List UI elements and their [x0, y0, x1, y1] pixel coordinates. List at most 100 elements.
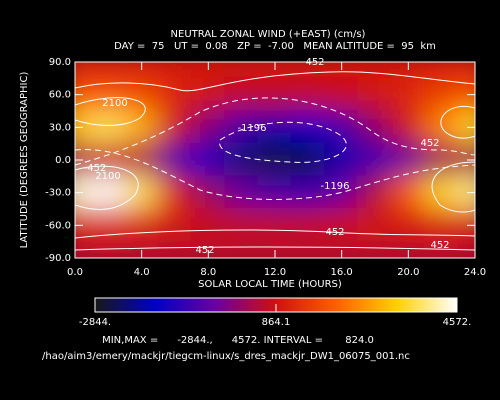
- field-cell: [90, 110, 126, 145]
- field-cell: [290, 142, 326, 178]
- colorbar-swatch: [366, 298, 371, 312]
- colorbar-swatch: [318, 298, 322, 312]
- colorbar-swatch: [260, 298, 265, 312]
- colorbar-swatch: [438, 298, 443, 312]
- colorbar-swatch: [170, 298, 174, 312]
- colorbar-swatch: [432, 298, 437, 312]
- colorbar-swatch: [263, 298, 268, 312]
- field-cell: [390, 175, 426, 210]
- colorbar-swatch: [110, 298, 114, 312]
- colorbar-swatch: [417, 298, 422, 312]
- field-cell: [124, 240, 160, 258]
- colorbar-swatch: [336, 298, 340, 312]
- colorbar-swatch: [206, 298, 211, 312]
- colorbar-swatch: [363, 298, 367, 312]
- field-cell: [457, 110, 475, 145]
- colorbar-swatch: [387, 298, 392, 312]
- colorbar-swatch: [276, 298, 280, 312]
- colorbar-swatch: [447, 298, 452, 312]
- contour-line: [75, 165, 139, 210]
- colorbar-swatch: [137, 298, 141, 312]
- colorbar-swatch: [125, 298, 129, 312]
- colorbar-swatch: [453, 298, 458, 312]
- field-cell: [124, 208, 160, 243]
- colorbar-swatch: [257, 298, 262, 312]
- field-cell: [90, 175, 126, 210]
- colorbar-swatch: [209, 298, 214, 312]
- colorbar-swatch: [405, 298, 410, 312]
- colorbar-swatch: [441, 298, 446, 312]
- colorbar-swatch: [200, 298, 205, 312]
- colorbar-swatch: [342, 298, 346, 312]
- colorbar-swatch: [98, 298, 102, 312]
- contour-line: [431, 161, 475, 213]
- field-cell: [157, 142, 193, 178]
- field-cell: [390, 110, 426, 145]
- colorbar-swatch: [161, 298, 165, 312]
- field-cell: [424, 142, 460, 178]
- field-cell: [357, 175, 393, 210]
- field-cell: [357, 77, 393, 112]
- contour-line: [75, 149, 475, 200]
- colorbar-swatch: [351, 298, 355, 312]
- field-cell: [457, 208, 475, 243]
- field-cell: [290, 62, 326, 80]
- colorbar-swatch: [245, 298, 250, 312]
- colorbar-swatch: [294, 298, 298, 312]
- field-cell: [75, 175, 93, 210]
- colorbar-swatch: [321, 298, 325, 312]
- y-tick-label: 0.0: [55, 155, 71, 166]
- colorbar-swatch: [119, 298, 123, 312]
- colorbar-swatch: [285, 298, 289, 312]
- colorbar-tick-label: 864.1: [262, 317, 291, 328]
- colorbar-swatch: [140, 298, 144, 312]
- field-cell: [124, 110, 160, 145]
- colorbar-swatch: [269, 298, 274, 312]
- field-cell: [90, 62, 126, 80]
- field-cell: [190, 77, 226, 112]
- colorbar-swatch: [402, 298, 407, 312]
- contour-line: [75, 229, 475, 239]
- y-tick-label: 30.0: [49, 122, 71, 133]
- field-cell: [224, 142, 260, 178]
- field-cell: [224, 77, 260, 112]
- contour-label: 2100: [95, 171, 120, 182]
- colorbar-swatch: [230, 298, 235, 312]
- colorbar-tick-label: 4572.: [443, 317, 472, 328]
- colorbar-swatch: [236, 298, 241, 312]
- colorbar-swatch: [345, 298, 349, 312]
- colorbar-swatch: [303, 298, 307, 312]
- field-cell: [90, 208, 126, 243]
- field-cell: [257, 240, 293, 258]
- field-cell: [424, 77, 460, 112]
- x-tick-label: 24.0: [464, 267, 486, 278]
- field-cell: [457, 142, 475, 178]
- colorbar-swatch: [306, 298, 310, 312]
- field-cell: [124, 175, 160, 210]
- field-cell: [190, 110, 226, 145]
- field-cell: [157, 175, 193, 210]
- colorbar-swatch: [185, 298, 190, 312]
- colorbar-swatch: [251, 298, 256, 312]
- colorbar-swatch: [291, 298, 295, 312]
- colorbar-swatch: [224, 298, 229, 312]
- colorbar-swatch: [146, 298, 150, 312]
- field-cell: [224, 62, 260, 80]
- colorbar-swatch: [158, 298, 162, 312]
- contour-label: 452: [195, 245, 214, 256]
- colorbar-swatch: [390, 298, 395, 312]
- colorbar-swatch: [248, 298, 253, 312]
- colorbar-swatch: [348, 298, 352, 312]
- colorbar-swatch: [399, 298, 404, 312]
- colorbar-swatch: [203, 298, 208, 312]
- field: [75, 62, 475, 258]
- field-cell: [157, 77, 193, 112]
- x-tick-label: 4.0: [134, 267, 150, 278]
- contour-line: [75, 97, 146, 126]
- colorbar-swatch: [173, 298, 177, 312]
- contour-label: 2100: [102, 98, 127, 109]
- field-cell: [257, 110, 293, 145]
- colorbar-swatch: [381, 298, 386, 312]
- colorbar-swatch: [191, 298, 196, 312]
- contour-label: 452: [430, 240, 449, 251]
